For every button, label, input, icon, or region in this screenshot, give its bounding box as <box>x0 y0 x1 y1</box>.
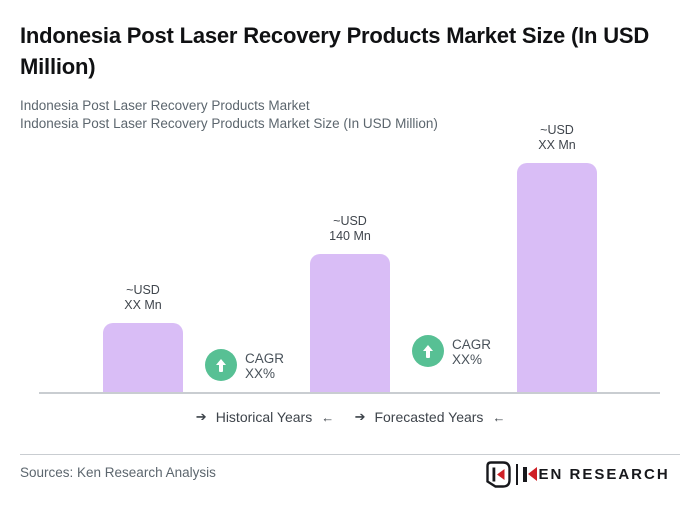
subtitle-line-1: Indonesia Post Laser Recovery Products M… <box>20 98 310 113</box>
x-axis-label-historical-years: ➔ Historical Years ← <box>175 409 355 425</box>
bar-value-label-historical-start: ~USD XX Mn <box>124 283 162 312</box>
chart-subtitle: Indonesia Post Laser Recovery Products M… <box>20 97 660 133</box>
left-arrow-icon: ← <box>321 409 335 425</box>
page-title: Indonesia Post Laser Recovery Products M… <box>20 23 650 79</box>
x-axis-label-text: Historical Years <box>215 409 313 425</box>
logo-k-mark <box>523 466 537 482</box>
left-arrow-icon: ← <box>492 409 506 425</box>
x-axis-baseline <box>39 392 660 394</box>
cagr-badge-historical: CAGR XX% <box>245 351 285 381</box>
logo-separator <box>516 463 518 485</box>
x-axis-label-forecasted-years: ➔ Forecasted Years ← <box>335 409 525 425</box>
logo-wordmark-text: EN RESEARCH <box>538 465 670 483</box>
logo-wordmark: EN RESEARCH <box>523 466 670 483</box>
logo-shield-icon <box>486 460 511 488</box>
bar-historical-start <box>103 323 183 394</box>
cagr-up-arrow-icon <box>412 335 444 367</box>
bar-historical-end <box>310 254 390 394</box>
bar-value-label-historical-end: ~USD 140 Mn <box>329 214 371 243</box>
right-arrow-icon: ➔ <box>195 409 207 424</box>
cagr-badge-forecast: CAGR XX% <box>452 337 492 367</box>
logo-red-arrow-icon <box>527 467 537 481</box>
subtitle-line-2: Indonesia Post Laser Recovery Products M… <box>20 116 438 131</box>
right-arrow-icon: ➔ <box>354 409 366 424</box>
sources-note: Sources: Ken Research Analysis <box>20 465 216 480</box>
bar-forecast <box>517 163 597 394</box>
ken-research-logo: EN RESEARCH <box>486 459 670 489</box>
x-axis-label-text: Forecasted Years <box>374 409 484 425</box>
footer-divider <box>20 454 680 455</box>
bar-value-label-forecast: ~USD XX Mn <box>538 123 576 152</box>
cagr-up-arrow-icon <box>205 349 237 381</box>
